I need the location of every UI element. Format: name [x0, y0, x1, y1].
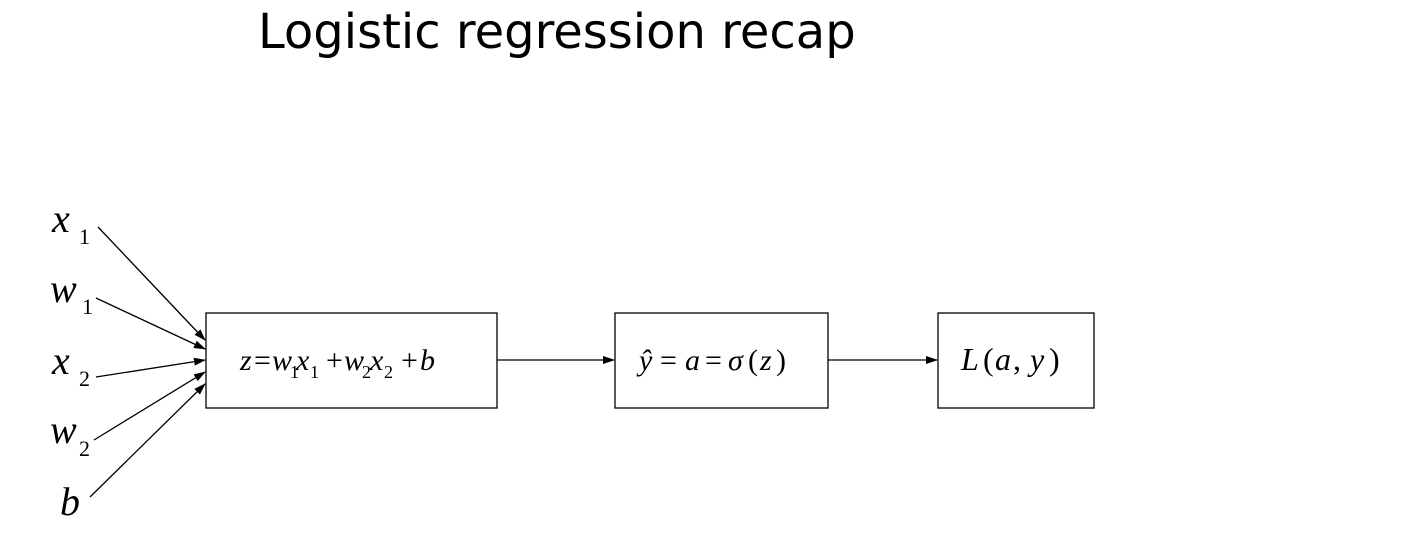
slide-title: Logistic regression recap — [258, 4, 856, 60]
activation-node-formula: ŷ = a = σ ( z ) — [636, 344, 786, 377]
activation-node: ŷ = a = σ ( z ) — [614, 312, 829, 409]
input-w1-subscript: 1 — [82, 294, 93, 319]
activation-node-box — [614, 312, 829, 409]
arrow-x1-to-linear — [97, 226, 206, 341]
input-w1-symbol: w — [50, 266, 77, 311]
input-x2: x 2 — [51, 338, 90, 391]
linear-node: z = w 1 x 1 + w 2 x 2 + b — [205, 312, 498, 409]
arrow-b-to-linear — [89, 383, 206, 498]
arrow-w1-to-linear — [95, 297, 206, 350]
input-w2: w 2 — [50, 407, 90, 461]
linear-node-box — [205, 312, 498, 409]
linear-node-formula: z = w 1 x 1 + w 2 x 2 + b — [239, 344, 435, 385]
input-w2-symbol: w — [50, 407, 77, 452]
input-b: b — [60, 479, 80, 524]
input-w2-subscript: 2 — [79, 436, 90, 461]
loss-node: L ( a , y ) — [937, 312, 1095, 409]
loss-node-box — [937, 312, 1095, 409]
arrow-w2-to-linear — [93, 371, 206, 441]
input-x1-subscript: 1 — [79, 224, 90, 249]
loss-node-formula: L ( a , y ) — [960, 341, 1060, 377]
input-x1: x 1 — [51, 196, 90, 249]
input-x2-subscript: 2 — [79, 366, 90, 391]
input-b-symbol: b — [60, 479, 80, 524]
input-x1-symbol: x — [51, 196, 70, 241]
input-x2-symbol: x — [51, 338, 70, 383]
arrow-x2-to-linear — [95, 357, 206, 378]
input-w1: w 1 — [50, 266, 93, 319]
